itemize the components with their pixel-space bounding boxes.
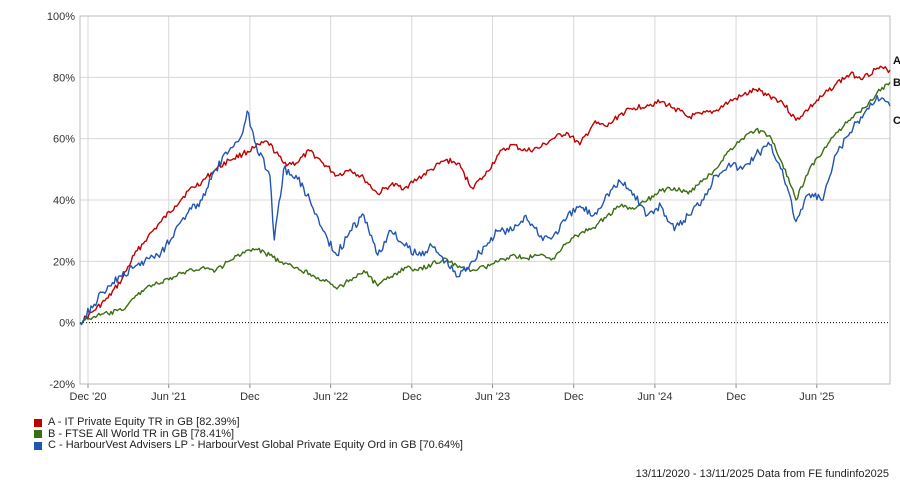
date-range-footer: 13/11/2020 - 13/11/2025 Data from FE fun… — [635, 468, 889, 480]
x-tick-label: Jun '23 — [475, 391, 510, 403]
x-tick-label: Dec — [726, 391, 746, 403]
plot-frame — [79, 15, 891, 385]
y-tick-label: 100% — [47, 11, 75, 23]
x-tick-label: Dec — [240, 391, 260, 403]
y-tick-label: 20% — [53, 256, 75, 268]
legend-item-b: B - FTSE All World TR in GB [78.41%] — [34, 427, 463, 441]
legend-swatch-a — [34, 418, 42, 427]
legend-label-c: C - HarbourVest Advisers LP - HarbourVes… — [48, 439, 463, 451]
performance-chart: -20% 0% 20% 40% 60% 80% 100% Dec '20 Jun '21 Dec J… — [47, 11, 900, 403]
y-tick-label: 0% — [59, 318, 75, 330]
x-tick-label: Dec — [564, 391, 584, 403]
series-end-label-c: C — [893, 115, 900, 127]
legend-item-c: C - HarbourVest Advisers LP - HarbourVes… — [34, 439, 463, 452]
series-line-a — [79, 65, 891, 325]
series-end-label-a: A — [893, 55, 900, 67]
legend-label-b: B - FTSE All World TR in GB [78.41%] — [48, 427, 235, 440]
y-tick-label: 80% — [53, 72, 75, 84]
series-line-c — [79, 95, 891, 326]
x-tick-label: Jun '22 — [313, 391, 348, 403]
x-tick-label: Dec '20 — [70, 391, 107, 403]
x-tick-label: Jun '25 — [799, 391, 834, 403]
x-tick-label: Jun '21 — [151, 391, 186, 403]
legend-swatch-c — [34, 441, 42, 450]
x-tick-label: Jun '24 — [637, 391, 672, 403]
legend-label-a: A - IT Private Equity TR in GB [82.39%] — [48, 416, 240, 428]
legend-swatch-b — [34, 430, 42, 439]
y-tick-label: -20% — [49, 379, 75, 391]
series-line-b — [79, 81, 891, 325]
chart-legend: A - IT Private Equity TR in GB [82.39%] … — [34, 416, 463, 452]
legend-item-a: A - IT Private Equity TR in GB [82.39%] — [34, 416, 463, 429]
x-tick-label: Dec — [402, 391, 422, 403]
y-tick-label: 40% — [53, 195, 75, 207]
series-end-label-b: B — [893, 77, 900, 89]
y-tick-label: 60% — [53, 134, 75, 146]
